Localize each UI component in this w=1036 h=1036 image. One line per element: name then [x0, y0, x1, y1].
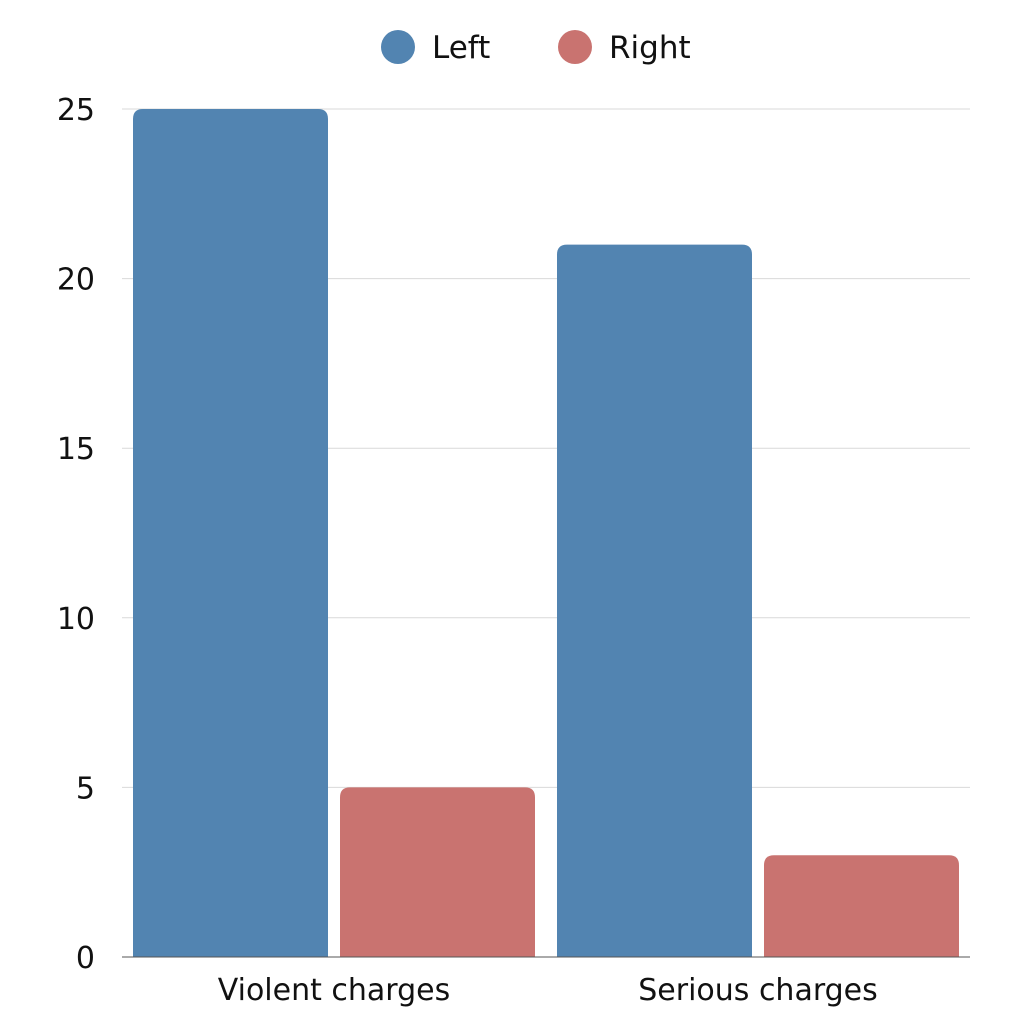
- x-tick-label: Serious charges: [638, 973, 878, 1008]
- legend-label-right: Right: [609, 30, 691, 66]
- axes: 0 5 10 15 20 25 Violent charges Serious charges: [57, 93, 970, 1008]
- y-tick-label: 20: [57, 263, 95, 298]
- y-tick-label: 25: [57, 93, 95, 128]
- legend: Left Right: [381, 30, 691, 66]
- bar-left-serious-charges: [557, 244, 752, 957]
- y-tick-label: 15: [57, 432, 95, 467]
- y-tick-label: 10: [57, 602, 95, 637]
- bar-right-serious-charges: [764, 855, 959, 957]
- y-tick-label: 5: [76, 771, 95, 806]
- bar-right-violent-charges: [340, 787, 535, 957]
- bars: [133, 109, 959, 957]
- legend-marker-right: [558, 30, 592, 64]
- y-tick-label: 0: [76, 941, 95, 976]
- bar-left-violent-charges: [133, 109, 328, 957]
- legend-label-left: Left: [432, 30, 490, 66]
- legend-marker-left: [381, 30, 415, 64]
- x-tick-label: Violent charges: [218, 973, 451, 1008]
